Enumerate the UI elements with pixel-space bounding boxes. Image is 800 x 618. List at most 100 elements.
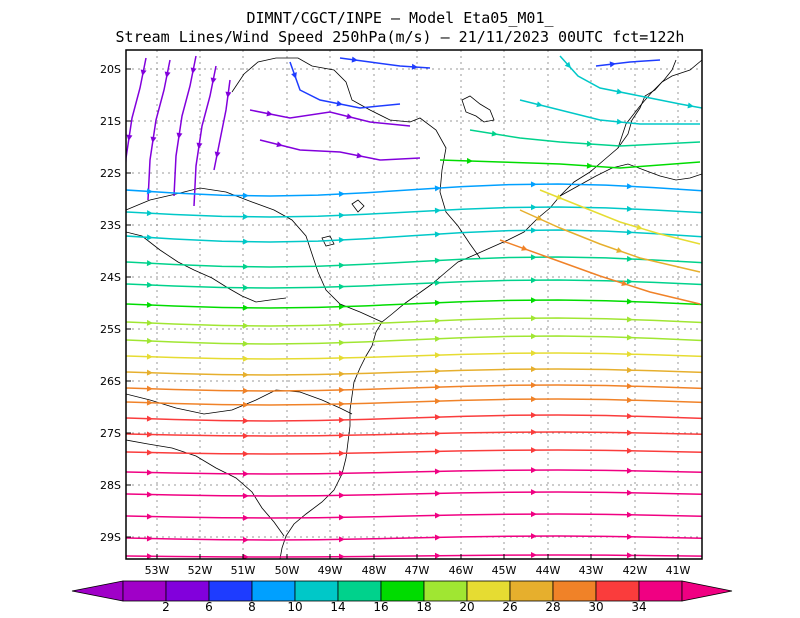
stream-arrow bbox=[411, 63, 418, 70]
lat-label-26s: 26S bbox=[100, 375, 121, 388]
stream-arrow bbox=[434, 185, 441, 192]
stream-arrow bbox=[434, 430, 441, 437]
latitude-labels: 20S 21S 22S 23S 24S 25S 26S 27S 28S 29S bbox=[100, 63, 131, 544]
colorbar-label: 14 bbox=[330, 600, 345, 614]
stream-arrow bbox=[636, 224, 643, 231]
stream-arrow bbox=[336, 100, 343, 107]
stream-arrow bbox=[242, 192, 249, 199]
stream-arrow bbox=[626, 489, 633, 496]
stream-arrow bbox=[146, 369, 153, 376]
colorbar-labels: 2 6 8 10 14 16 18 20 26 28 30 34 bbox=[162, 600, 646, 614]
stream-arrow bbox=[196, 142, 203, 149]
stream-arrow bbox=[616, 88, 623, 95]
stream-arrow bbox=[434, 279, 441, 286]
stream-arrow bbox=[146, 337, 153, 344]
stream-arrow bbox=[434, 534, 441, 541]
title-line-1: DIMNT/CGCT/INPE — Model Eta05_M01_ bbox=[246, 9, 554, 27]
stream-arrow bbox=[434, 335, 441, 342]
colorbar-segment bbox=[638, 580, 683, 602]
stream-arrow bbox=[434, 231, 441, 238]
lat-label-22s: 22S bbox=[100, 167, 121, 180]
colorbar-label: 8 bbox=[248, 600, 256, 614]
stream-arrow bbox=[434, 368, 441, 375]
colorbar-segment bbox=[595, 580, 640, 602]
stream-arrow bbox=[126, 134, 133, 141]
stream-arrow bbox=[338, 536, 345, 543]
stream-arrow bbox=[491, 130, 498, 137]
stream-arrow bbox=[338, 432, 345, 439]
stream-arrow bbox=[164, 71, 171, 78]
streamline bbox=[126, 57, 147, 174]
stream-arrow bbox=[291, 72, 297, 79]
colorbar-under-triangle bbox=[71, 580, 124, 602]
colorbar-label: 26 bbox=[502, 600, 517, 614]
colorbar-segment bbox=[208, 580, 253, 602]
lon-label-43w: 43W bbox=[579, 564, 604, 577]
streamline bbox=[193, 65, 217, 207]
streamline bbox=[469, 129, 701, 147]
stream-arrow bbox=[146, 513, 153, 520]
lat-label-23s: 23S bbox=[100, 219, 121, 232]
streamline bbox=[126, 449, 702, 455]
stream-arrow bbox=[434, 398, 441, 405]
stream-arrow bbox=[626, 298, 633, 305]
stream-arrow bbox=[242, 514, 249, 521]
stream-arrow bbox=[586, 140, 593, 147]
colorbar-label: 34 bbox=[631, 600, 646, 614]
colorbar-segment bbox=[337, 580, 382, 602]
streamline bbox=[126, 513, 702, 519]
stream-arrow bbox=[338, 262, 345, 269]
stream-arrow bbox=[338, 212, 345, 219]
lat-label-25s: 25S bbox=[100, 323, 121, 336]
stream-arrow bbox=[530, 489, 537, 496]
stream-arrow bbox=[242, 304, 249, 311]
stream-arrow bbox=[626, 334, 633, 341]
stream-arrow bbox=[530, 297, 537, 304]
map-plot-area bbox=[125, 49, 703, 560]
streamline bbox=[126, 368, 702, 376]
stream-arrow bbox=[530, 181, 537, 188]
stream-arrow bbox=[266, 110, 273, 117]
stream-arrow bbox=[466, 157, 473, 164]
stream-arrow bbox=[609, 61, 616, 68]
country-border-south bbox=[126, 439, 285, 537]
colorbar-label: 20 bbox=[459, 600, 474, 614]
stream-arrow bbox=[434, 552, 441, 559]
lon-label-45w: 45W bbox=[492, 564, 517, 577]
colorbar bbox=[71, 580, 733, 602]
inland-border-ne bbox=[617, 59, 677, 149]
stream-arrow bbox=[146, 535, 153, 542]
streamline bbox=[126, 384, 702, 392]
stream-arrow bbox=[146, 399, 153, 406]
stream-arrow bbox=[530, 227, 537, 234]
streamline bbox=[147, 59, 171, 201]
lon-label-47w: 47W bbox=[405, 564, 430, 577]
stream-arrow bbox=[146, 210, 153, 217]
colorbar-segment bbox=[380, 580, 425, 602]
lon-label-50w: 50W bbox=[275, 564, 300, 577]
colorbar-segment bbox=[251, 580, 296, 602]
lat-label-24s: 24S bbox=[100, 271, 121, 284]
stream-arrow bbox=[338, 237, 345, 244]
stream-arrow bbox=[225, 91, 232, 98]
stream-arrow bbox=[146, 234, 153, 241]
streamline bbox=[126, 352, 702, 360]
stream-arrow bbox=[530, 382, 537, 389]
stream-arrow bbox=[530, 467, 537, 474]
streamline bbox=[126, 256, 702, 268]
stream-arrow bbox=[434, 352, 441, 359]
lon-label-42w: 42W bbox=[623, 564, 648, 577]
stream-arrow bbox=[626, 467, 633, 474]
streamline bbox=[439, 159, 701, 169]
colorbar-label: 2 bbox=[162, 600, 170, 614]
stream-arrow bbox=[687, 102, 694, 109]
stream-arrow bbox=[434, 448, 441, 455]
stream-arrow bbox=[626, 552, 633, 559]
colorbar-segment bbox=[294, 580, 339, 602]
stream-arrow bbox=[616, 247, 623, 253]
stream-arrow bbox=[338, 191, 345, 198]
stream-arrow bbox=[338, 492, 345, 499]
streamline bbox=[519, 209, 701, 273]
streamline bbox=[126, 431, 702, 437]
